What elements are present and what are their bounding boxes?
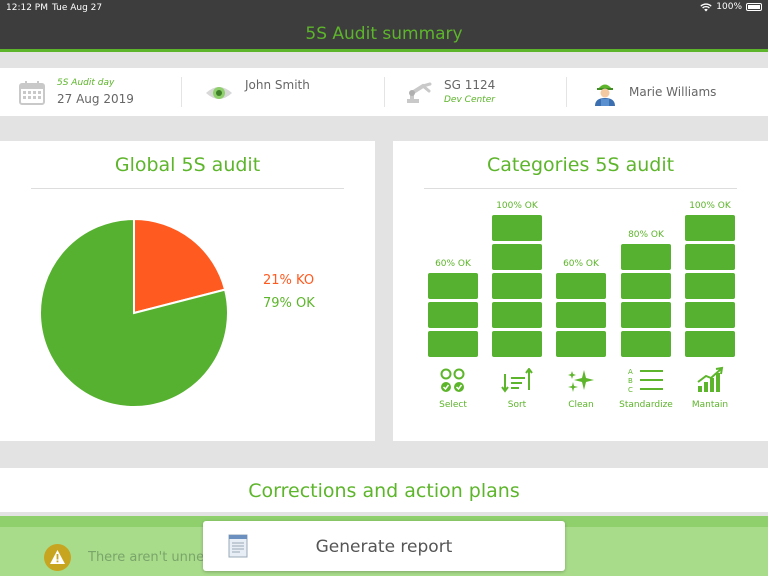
- nav-bar: 5S Audit summary: [0, 16, 768, 52]
- bar-block-mantain: [685, 244, 735, 270]
- bar-block-select: [428, 273, 478, 299]
- bar-block-standardize: [621, 244, 671, 270]
- bar-value-label: 80% OK: [628, 230, 664, 240]
- bar-block-sort: [492, 302, 542, 328]
- generate-report-button[interactable]: Generate report: [203, 521, 565, 571]
- warning-text: There aren't unne: [88, 550, 205, 565]
- category-label-sort: Sort: [507, 400, 527, 410]
- mantain-chart-icon: [697, 366, 724, 392]
- svg-text:C: C: [628, 386, 633, 394]
- bar-block-mantain: [685, 331, 735, 357]
- bar-value-label: 60% OK: [563, 259, 599, 269]
- document-icon: [228, 534, 248, 558]
- card-divider: [31, 188, 344, 189]
- robot-arm-icon: [407, 82, 432, 103]
- bar-value-label: 100% OK: [496, 201, 538, 211]
- category-label-select: Select: [439, 400, 467, 410]
- category-label-clean: Clean: [568, 400, 594, 410]
- warning-icon: [44, 544, 71, 571]
- status-right: 100%: [700, 2, 762, 12]
- calendar-icon: [19, 81, 45, 105]
- auditor-info: John Smith: [182, 68, 384, 116]
- eye-icon: [206, 87, 232, 99]
- audit-info-bar: 5S Audit day 27 Aug 2019 John Smith SG 1…: [0, 68, 768, 116]
- bar-value-label: 100% OK: [689, 201, 731, 211]
- clean-sparkle-icon: [568, 370, 594, 392]
- machine-location: Dev Center: [444, 95, 495, 105]
- pie-slice-ko: [133, 217, 227, 315]
- bar-block-mantain: [685, 215, 735, 241]
- pie-slice-ok: [39, 217, 229, 408]
- bar-block-sort: [492, 244, 542, 270]
- audit-day-label: 5S Audit day: [57, 78, 115, 88]
- bar-block-standardize: [621, 273, 671, 299]
- bar-block-sort: [492, 331, 542, 357]
- category-label-mantain: Mantain: [691, 400, 729, 410]
- status-time: 12:12 PM: [6, 3, 48, 13]
- corrections-section[interactable]: Corrections and action plans: [0, 468, 768, 512]
- global-audit-title: Global 5S audit: [114, 154, 261, 176]
- bar-block-mantain: [685, 273, 735, 299]
- battery-icon: [746, 3, 762, 11]
- audit-day-info: 5S Audit day 27 Aug 2019: [0, 68, 180, 116]
- categories-audit-title: Categories 5S audit: [486, 154, 675, 176]
- worker-avatar-icon: [595, 84, 615, 106]
- status-bar: 12:12 PM Tue Aug 27 100%: [0, 0, 768, 16]
- svg-text:A: A: [628, 368, 633, 376]
- svg-text:B: B: [628, 377, 633, 385]
- bar-block-clean: [556, 331, 606, 357]
- bar-block-standardize: [621, 302, 671, 328]
- bar-block-select: [428, 302, 478, 328]
- bar-block-sort: [492, 215, 542, 241]
- bar-block-standardize: [621, 331, 671, 357]
- bar-block-clean: [556, 273, 606, 299]
- bar-block-mantain: [685, 302, 735, 328]
- bar-block-sort: [492, 273, 542, 299]
- bar-block-select: [428, 331, 478, 357]
- pie-legend-ok: 79% OK: [263, 296, 315, 311]
- battery-percent: 100%: [716, 2, 742, 12]
- category-label-standardize: Standardize: [619, 400, 673, 410]
- divider: [181, 77, 182, 107]
- select-icon: [440, 368, 465, 392]
- machine-id: SG 1124: [444, 78, 496, 92]
- card-divider: [424, 188, 737, 189]
- divider: [384, 77, 385, 107]
- sort-icon: [501, 368, 533, 393]
- global-pie-chart: [39, 217, 229, 408]
- bar-block-clean: [556, 302, 606, 328]
- divider: [566, 77, 567, 107]
- pie-legend-ko: 21% KO: [263, 273, 315, 288]
- page-title: 5S Audit summary: [305, 24, 463, 44]
- machine-info: SG 1124 Dev Center: [385, 68, 565, 116]
- auditor-name: John Smith: [245, 78, 310, 92]
- audit-date: 27 Aug 2019: [57, 92, 134, 106]
- operator-name: Marie Williams: [629, 85, 717, 99]
- status-date: Tue Aug 27: [52, 3, 103, 13]
- bar-value-label: 60% OK: [435, 259, 471, 269]
- wifi-icon: [700, 2, 712, 11]
- standardize-icon: A B C: [628, 368, 663, 394]
- operator-info: Marie Williams: [567, 68, 767, 116]
- generate-report-label: Generate report: [315, 537, 453, 557]
- corrections-title: Corrections and action plans: [248, 480, 520, 502]
